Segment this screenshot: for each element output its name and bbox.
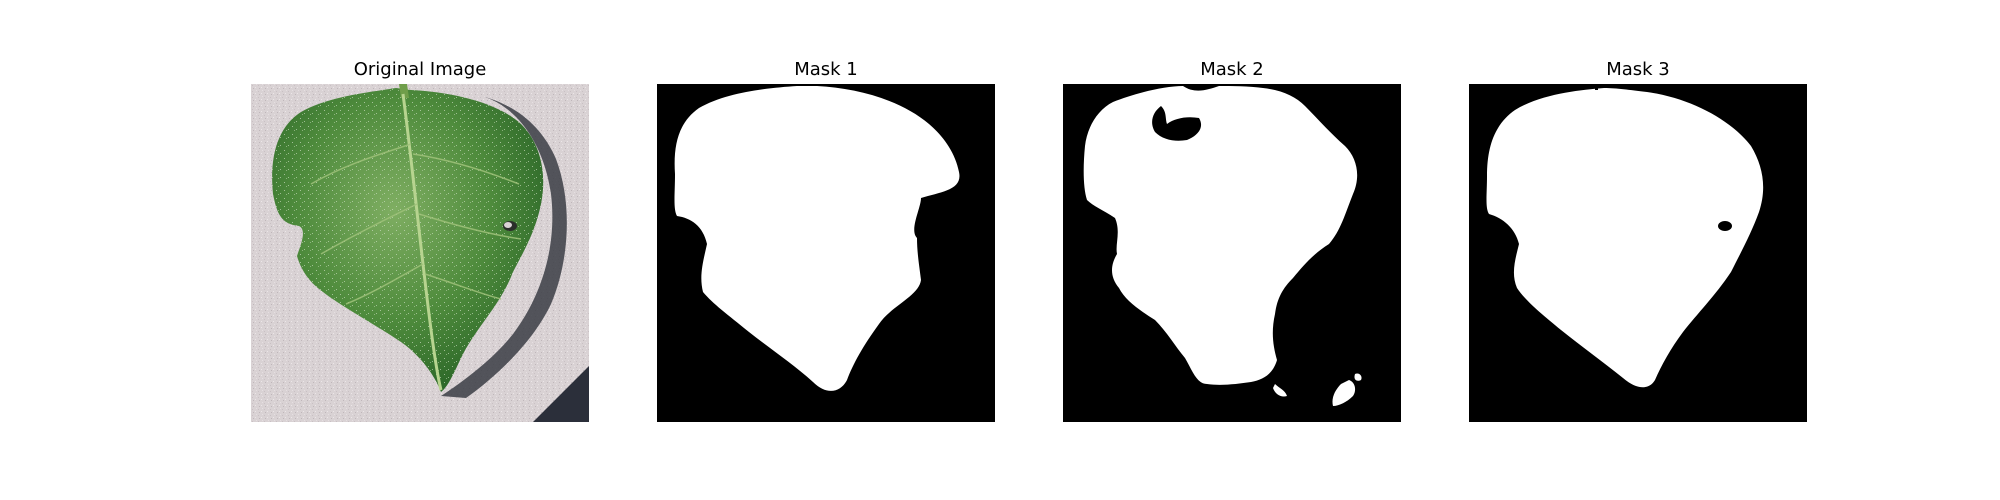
leaf-photo (251, 84, 589, 422)
leaf-midrib (401, 93, 443, 391)
mask-image (1063, 84, 1401, 422)
panel-original-image: Original Image (251, 55, 589, 422)
panel-mask-2: Mask 2 (1063, 55, 1401, 422)
mask-region (674, 86, 960, 391)
mask-region (1486, 88, 1764, 388)
mask-image (657, 84, 995, 422)
panel-title: Mask 3 (1606, 59, 1670, 80)
leaf-stem (399, 84, 409, 98)
mask-region (1083, 86, 1358, 385)
panel-title: Mask 1 (794, 59, 858, 80)
mask-image (1469, 84, 1807, 422)
leaf-shadow (441, 96, 567, 398)
panel-title: Mask 2 (1200, 59, 1264, 80)
dark-corner (533, 366, 589, 422)
panel-title: Original Image (353, 59, 487, 80)
panel-mask-3: Mask 3 (1469, 55, 1807, 422)
mask-hole (1718, 221, 1732, 231)
panel-mask-1: Mask 1 (657, 55, 995, 422)
